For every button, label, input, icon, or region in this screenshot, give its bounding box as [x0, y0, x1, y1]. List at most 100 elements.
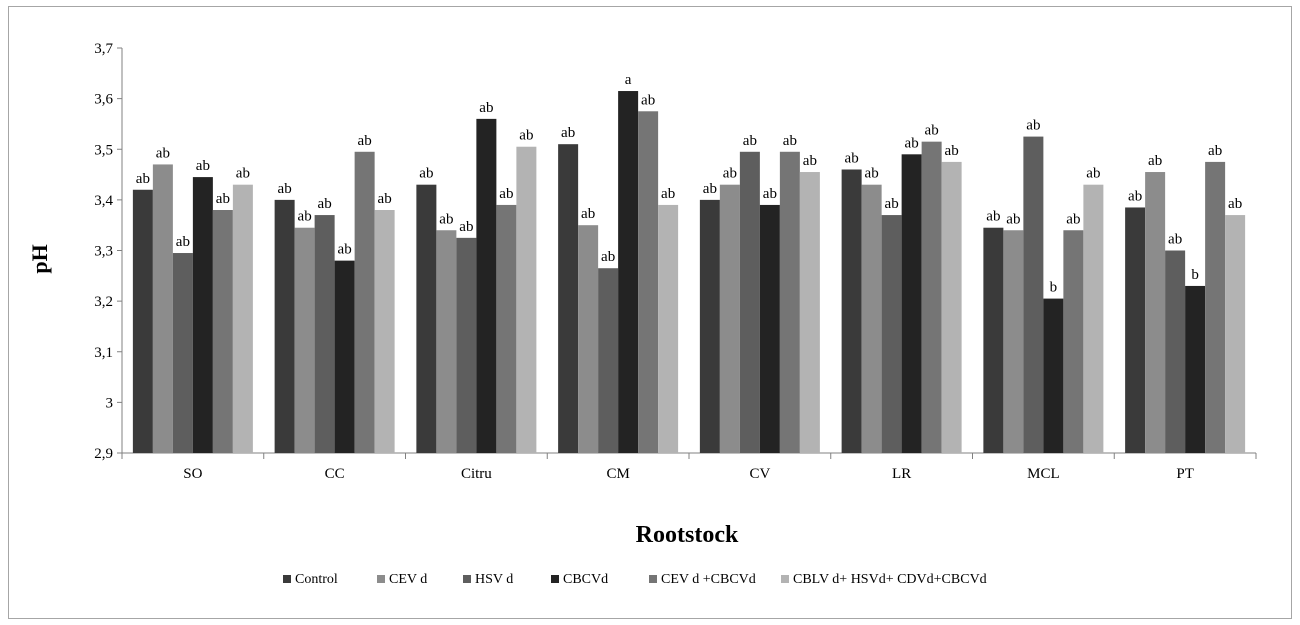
bar	[921, 141, 942, 453]
bar	[779, 151, 800, 453]
x-axis: SO CC Citru CM CV LR MCL PT	[121, 452, 1257, 482]
legend-label: Control	[295, 572, 338, 587]
y-tick-label: 2,9	[94, 446, 113, 462]
bar-data-label: ab	[1148, 153, 1162, 169]
legend-swatch	[377, 575, 385, 583]
bar-data-label: ab	[865, 166, 879, 182]
bar	[1023, 136, 1044, 453]
bar-data-label: ab	[1208, 143, 1222, 159]
bar	[598, 268, 619, 453]
bar	[719, 184, 740, 453]
y-tick-label: 3,7	[94, 41, 113, 57]
bar	[901, 154, 922, 453]
bar	[1225, 215, 1246, 453]
y-tick-label: 3,4	[94, 193, 113, 209]
bar-data-label: ab	[561, 125, 575, 141]
bar-series	[132, 91, 1246, 453]
bar	[941, 161, 962, 453]
bar-data-label: ab	[1066, 211, 1080, 227]
bar	[314, 215, 335, 453]
bar-data-label: ab	[783, 133, 797, 149]
bar-data-label: ab	[479, 100, 493, 116]
bar-data-label: ab	[1128, 188, 1142, 204]
bar-data-label: ab	[176, 234, 190, 250]
bar-data-label: ab	[236, 166, 250, 182]
bar-data-label: ab	[803, 153, 817, 169]
bar-chart: 2,9 3 3,1 3,2 3,3 3,4 3,5 3,6 3,7 SO CC Citru CM CV L…	[27, 41, 1257, 587]
bar-data-label: b	[1050, 280, 1058, 296]
bar	[152, 164, 173, 453]
bar-data-label: ab	[986, 209, 1000, 225]
bar	[1125, 207, 1146, 453]
bar	[416, 184, 437, 453]
bar-data-label: a	[625, 72, 632, 88]
y-axis-title: pH	[27, 244, 52, 273]
bar	[1185, 285, 1206, 453]
bar	[192, 177, 213, 453]
bar	[618, 91, 639, 453]
bar-data-label: ab	[378, 191, 392, 207]
legend-swatch	[551, 575, 559, 583]
bar-data-label: ab	[703, 181, 717, 197]
x-tick-label: Citru	[461, 466, 492, 482]
x-tick-label: CV	[749, 466, 770, 482]
bar-data-label: ab	[601, 249, 615, 265]
bar	[456, 237, 477, 453]
bar-data-label: ab	[358, 133, 372, 149]
y-axis: 2,9 3 3,1 3,2 3,3 3,4 3,5 3,6 3,7	[94, 41, 123, 462]
bar-data-label: ab	[1006, 211, 1020, 227]
bar	[1043, 298, 1064, 453]
bar	[1205, 161, 1226, 453]
bar-data-label: ab	[298, 209, 312, 225]
bar	[274, 199, 295, 453]
x-tick-label: CC	[325, 466, 345, 482]
bar-data-label: ab	[278, 181, 292, 197]
legend-swatch	[649, 575, 657, 583]
legend-swatch	[463, 575, 471, 583]
bar	[799, 172, 820, 453]
bar-data-label: ab	[439, 211, 453, 227]
legend-swatch	[283, 575, 291, 583]
bar-data-label: b	[1191, 267, 1199, 283]
bar-data-label: ab	[641, 92, 655, 108]
legend-label: CBLV d+ HSVd+ CDVd+CBCVd	[793, 572, 987, 587]
bar-data-label: ab	[338, 242, 352, 258]
bar-data-label: ab	[1086, 166, 1100, 182]
chart-frame: 2,9 3 3,1 3,2 3,3 3,4 3,5 3,6 3,7 SO CC Citru CM CV L…	[8, 6, 1292, 619]
bar-data-label: ab	[905, 135, 919, 151]
bar	[334, 260, 355, 453]
y-tick-label: 3	[106, 395, 114, 411]
bar	[496, 204, 517, 453]
y-tick-label: 3,6	[94, 92, 113, 108]
bar	[638, 111, 659, 453]
bar	[1063, 230, 1084, 453]
bar	[1083, 184, 1104, 453]
bar	[476, 118, 497, 453]
legend-swatch	[781, 575, 789, 583]
bar-data-label: ab	[1026, 118, 1040, 134]
bar	[658, 204, 679, 453]
bar-data-label: ab	[1168, 232, 1182, 248]
y-tick-label: 3,2	[94, 294, 113, 310]
bar-data-label: ab	[885, 196, 899, 212]
bar	[699, 199, 720, 453]
bar-data-label: ab	[156, 145, 170, 161]
bar	[436, 230, 457, 453]
x-tick-label: PT	[1176, 466, 1194, 482]
bar	[516, 146, 537, 453]
bar-data-label: ab	[1228, 196, 1242, 212]
bar	[578, 225, 599, 453]
bar	[132, 189, 153, 453]
bar	[881, 215, 902, 453]
bar	[212, 210, 233, 453]
bar	[739, 151, 760, 453]
bar-data-label: ab	[845, 151, 859, 167]
legend-label: HSV d	[475, 572, 513, 587]
bar-data-label: ab	[723, 166, 737, 182]
bar	[232, 184, 253, 453]
bar	[374, 210, 395, 453]
bar-data-label: ab	[661, 186, 675, 202]
bar	[841, 169, 862, 453]
bar	[558, 144, 579, 453]
